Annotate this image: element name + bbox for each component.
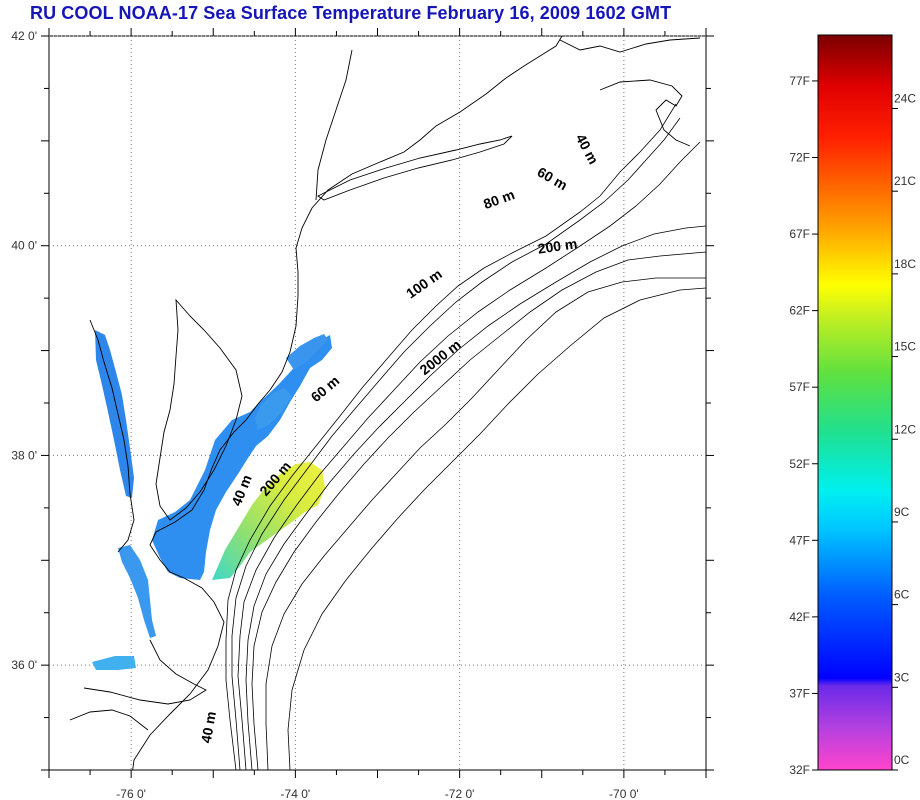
coastline-cape-cod [599, 79, 691, 147]
bathymetry-contours [225, 103, 706, 770]
fahrenheit-label: 42F [789, 610, 810, 624]
sst-lower-bay-patch [118, 545, 156, 638]
lat-tick-label: 42 0' [11, 29, 37, 43]
sst-pamlico-patch [92, 656, 136, 670]
celsius-label: 18C [894, 257, 916, 271]
fahrenheit-label: 47F [789, 533, 810, 547]
lat-tick-label: 36 0' [11, 658, 37, 672]
fahrenheit-label: 32F [789, 763, 810, 777]
celsius-label: 12C [894, 422, 916, 436]
lon-tick-label: -76 0' [116, 787, 146, 800]
lat-tick-label: 40 0' [11, 239, 37, 253]
fahrenheit-label: 57F [789, 380, 810, 394]
axis-ticks: 42 0' 40 0' 38 0' 36 0' -76 0' -74 0' -72 0' -7… [11, 28, 714, 800]
fahrenheit-label: 37F [789, 686, 810, 700]
map-frame [48, 35, 707, 771]
sst-delaware-patch [286, 334, 328, 370]
fahrenheit-label: 72F [789, 151, 810, 165]
celsius-label: 21C [894, 174, 916, 188]
lon-tick-label: -72 0' [445, 787, 475, 800]
celsius-label: 15C [894, 340, 916, 354]
sst-cold-water-patch [255, 388, 292, 430]
celsius-label: 24C [894, 92, 916, 106]
isobath-40m [225, 103, 677, 770]
isobath-deep [287, 287, 706, 770]
color-scale-bar [817, 34, 893, 771]
fahrenheit-label: 77F [789, 74, 810, 88]
map-title: RU COOL NOAA-17 Sea Surface Temperature … [30, 3, 672, 23]
isobath-200m [251, 251, 706, 770]
fahrenheit-label: 62F [789, 304, 810, 318]
coastline-delmarva [155, 298, 243, 521]
coastline-hudson [315, 49, 353, 201]
coastline [69, 36, 701, 770]
coastline-maine [559, 37, 701, 53]
isobath-60m [231, 117, 681, 770]
isobath-2000m [265, 277, 706, 770]
coastline-nc-sounds [69, 709, 149, 731]
coastline-long-island [317, 135, 513, 201]
celsius-label: 6C [894, 588, 910, 602]
temperature-color-scale: 77F 72F 67F 62F 57F 52F 47F 42F 37F 32F 24C 21C 18C 1… [789, 34, 916, 777]
isobath-label: 200 m [537, 235, 579, 256]
fahrenheit-label: 52F [789, 457, 810, 471]
celsius-label: 9C [894, 505, 910, 519]
coastline-outer-banks [83, 639, 207, 705]
lon-tick-label: -74 0' [281, 787, 311, 800]
sst-warm-water-patch [212, 462, 325, 580]
coastline-mainland [132, 36, 563, 770]
sst-chesapeake-patch [95, 330, 134, 498]
celsius-label: 0C [894, 753, 910, 767]
isobath-80m [237, 141, 701, 770]
coastline-chesapeake-west [89, 319, 135, 553]
lat-tick-label: 38 0' [11, 448, 37, 462]
color-scale-labels: 77F 72F 67F 62F 57F 52F 47F 42F 37F 32F 24C 21C 18C 1… [789, 74, 916, 777]
isobath-label: 40 m [198, 710, 219, 744]
sst-data-layer [92, 330, 332, 670]
celsius-label: 3C [894, 670, 910, 684]
isobath-100m [245, 225, 706, 770]
lon-tick-label: -70 0' [609, 787, 639, 800]
fahrenheit-label: 67F [789, 227, 810, 241]
